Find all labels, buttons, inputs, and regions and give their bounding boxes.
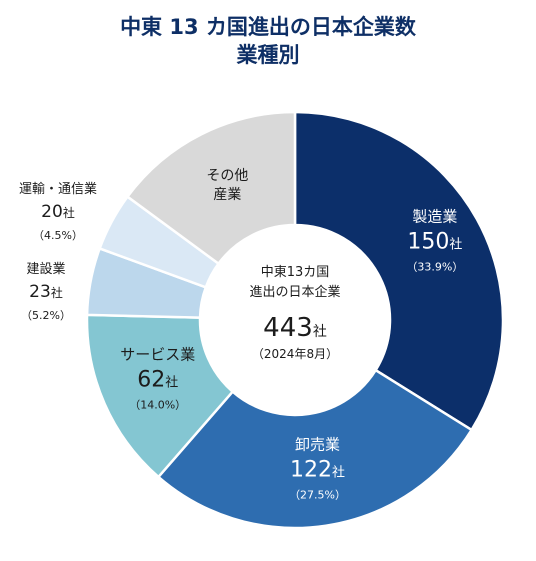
slice-value-construction: 23社 (29, 282, 63, 302)
slice-label-other-industries-line1: その他 (206, 168, 248, 184)
slice-value-number-wholesale: 122 (290, 457, 332, 482)
slice-label-wholesale: 卸売業 (295, 435, 340, 453)
slice-value-transport-communication: 20社 (41, 202, 75, 222)
slice-manufacturing (293, 110, 505, 432)
slice-services (85, 313, 235, 479)
slice-label-services: サービス業 (120, 345, 195, 363)
slice-value-unit-construction: 社 (51, 285, 63, 300)
slice-value-number-manufacturing: 150 (407, 229, 449, 254)
slice-value-number-services: 62 (137, 367, 165, 392)
slice-percent-transport-communication: （4.5%） (33, 229, 83, 242)
slice-wholesale (156, 368, 474, 530)
slice-value-unit-wholesale: 社 (332, 464, 345, 480)
slice-value-number-construction: 23 (29, 282, 51, 302)
slice-percent-wholesale: （27.5%） (289, 488, 346, 501)
center-total-number: 443 (263, 313, 313, 343)
slice-percent-manufacturing: （33.9%） (406, 260, 463, 273)
slice-other-industries (125, 110, 297, 266)
slice-value-services: 62社 (137, 367, 178, 392)
center-label-line2: 進出の日本企業 (249, 284, 340, 300)
slice-percent-construction: （5.2%） (21, 309, 71, 322)
slice-value-wholesale: 122社 (290, 457, 345, 482)
slice-label-construction: 建設業 (26, 261, 65, 277)
slice-value-number-transport-communication: 20 (41, 202, 63, 222)
slice-label-manufacturing: 製造業 (412, 207, 457, 225)
center-total-unit: 社 (313, 324, 327, 340)
slice-value-manufacturing: 150社 (407, 229, 462, 254)
center-date: （2024年8月） (252, 347, 338, 361)
slice-label-transport-communication: 運輸・通信業 (19, 181, 97, 197)
center-total: 443社 (263, 313, 327, 343)
slice-value-unit-services: 社 (165, 374, 178, 390)
slice-percent-services: （14.0%） (129, 398, 186, 411)
slice-value-unit-transport-communication: 社 (63, 205, 75, 220)
chart-subtitle: 業種別 (236, 43, 300, 67)
chart-title: 中東 13 カ国進出の日本企業数 (120, 15, 416, 39)
slice-value-unit-manufacturing: 社 (449, 236, 462, 252)
slice-label-other-industries-line2: 産業 (213, 187, 241, 203)
center-label-line1: 中東13カ国 (261, 264, 330, 280)
